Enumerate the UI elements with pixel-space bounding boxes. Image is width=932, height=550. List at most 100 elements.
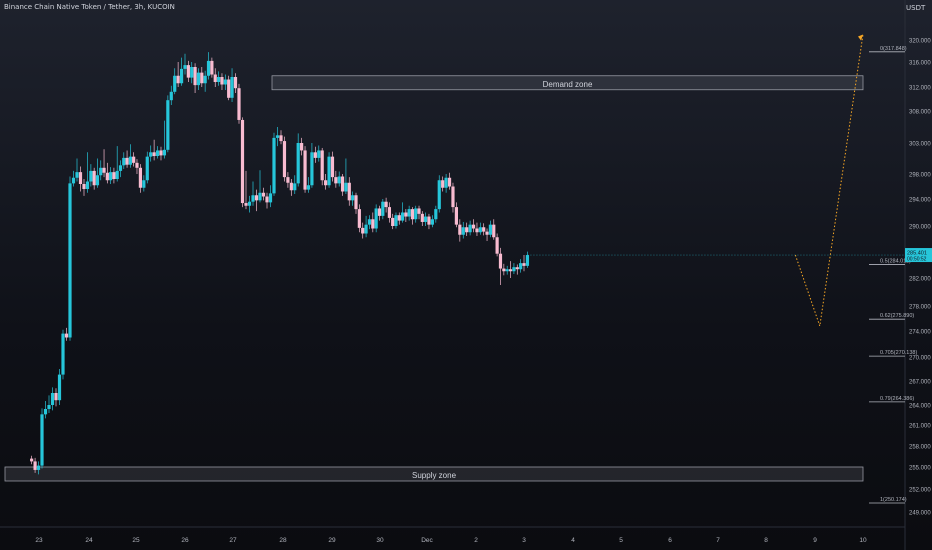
candle-body [364, 224, 368, 234]
candle-body [220, 77, 224, 85]
candle-body [384, 201, 388, 208]
candle-body [183, 65, 187, 69]
candle-body [377, 208, 382, 216]
candle-body [122, 157, 126, 166]
candle-body [210, 60, 214, 75]
candle-body [420, 213, 424, 222]
candle-body [92, 170, 96, 186]
y-tick-label: 274.000 [909, 330, 931, 336]
candle-body [118, 165, 123, 171]
candle-body [471, 224, 476, 229]
candle-body [89, 170, 93, 182]
candle-body [128, 156, 132, 165]
y-tick-label: 298.000 [909, 173, 931, 179]
candle-body [374, 208, 378, 229]
y-tick-label: 252.000 [909, 488, 931, 494]
y-tick-label: 290.000 [909, 225, 931, 231]
candle-body [115, 170, 119, 179]
candle-body [54, 393, 58, 401]
candle-body [40, 414, 44, 466]
candle-body [357, 209, 361, 228]
candle-body [465, 227, 469, 233]
candle-body [512, 267, 516, 272]
candle-body [397, 215, 401, 221]
candle-body [61, 333, 65, 375]
candle-body [407, 209, 411, 217]
candle-body [75, 172, 79, 178]
candle-body [217, 77, 221, 82]
y-tick-label: 320.000 [909, 39, 931, 45]
candle-body [237, 88, 241, 120]
candle-body [441, 180, 445, 188]
candle-body [99, 167, 103, 176]
candle-body [186, 65, 190, 78]
candle-body [502, 268, 506, 272]
candle-body [317, 150, 321, 158]
candle-body [159, 150, 163, 156]
y-tick-label: 249.000 [909, 511, 931, 517]
candle-body [485, 231, 489, 235]
candle-body [414, 208, 418, 220]
candle-body [109, 172, 113, 181]
candle-body [47, 405, 51, 409]
candle-body [112, 172, 116, 179]
candle-body [132, 156, 136, 163]
candle-body [306, 185, 311, 190]
candle-body [522, 263, 526, 266]
projection-arrowhead [858, 34, 863, 41]
candle-body [525, 255, 530, 266]
candle-body [57, 374, 62, 401]
current-price-box [905, 248, 932, 263]
candle-body [400, 212, 405, 221]
candle-body [410, 209, 415, 220]
candle-body [282, 141, 287, 178]
y-tick-label: 308.000 [909, 110, 931, 116]
x-tick-label: 28 [279, 537, 287, 544]
candle-body [230, 77, 234, 98]
candle-body [105, 172, 109, 181]
candle-body [387, 207, 391, 218]
candle-body [340, 176, 345, 192]
candle-body [337, 176, 341, 184]
candle-body [394, 215, 398, 226]
candle-body [508, 269, 513, 272]
candle-body [251, 195, 255, 202]
x-tick-label: 2 [474, 537, 478, 544]
candle-body [254, 195, 259, 201]
x-tick-label: 30 [376, 537, 384, 544]
current-price-countdown: 00:50:52 [907, 257, 927, 263]
candle-body [515, 267, 519, 270]
candle-body [162, 149, 167, 156]
candle-body [268, 193, 273, 203]
candle-body [444, 177, 448, 188]
candle-body [454, 207, 458, 225]
candle-body [30, 458, 34, 462]
y-tick-label: 261.000 [909, 424, 931, 430]
fib-level-label: 1(250.174) [880, 497, 907, 503]
candle-body [327, 156, 331, 186]
x-tick-label: 9 [813, 537, 817, 544]
candle-body [434, 209, 438, 220]
candle-body [286, 177, 290, 183]
y-tick-label: 267.000 [909, 380, 931, 386]
candle-body [447, 177, 452, 187]
candle-body [324, 180, 328, 186]
candle-body [166, 100, 170, 150]
demand-zone-label: Demand zone [543, 80, 593, 89]
candle-body [102, 167, 106, 173]
projection-path [794, 34, 864, 327]
candle-body [43, 409, 48, 415]
candle-body [330, 156, 335, 178]
candle-body [247, 201, 252, 206]
candle-body [149, 152, 153, 157]
candle-body [289, 182, 293, 191]
fib-level-label: 0.5(284.011) [880, 258, 911, 264]
candle-body [50, 393, 55, 405]
supply-zone-label: Supply zone [412, 471, 457, 480]
candle-body [296, 143, 300, 184]
current-price-label: 285.401 [907, 251, 927, 257]
candle-body [381, 201, 385, 216]
demand-zone-box [271, 75, 864, 91]
